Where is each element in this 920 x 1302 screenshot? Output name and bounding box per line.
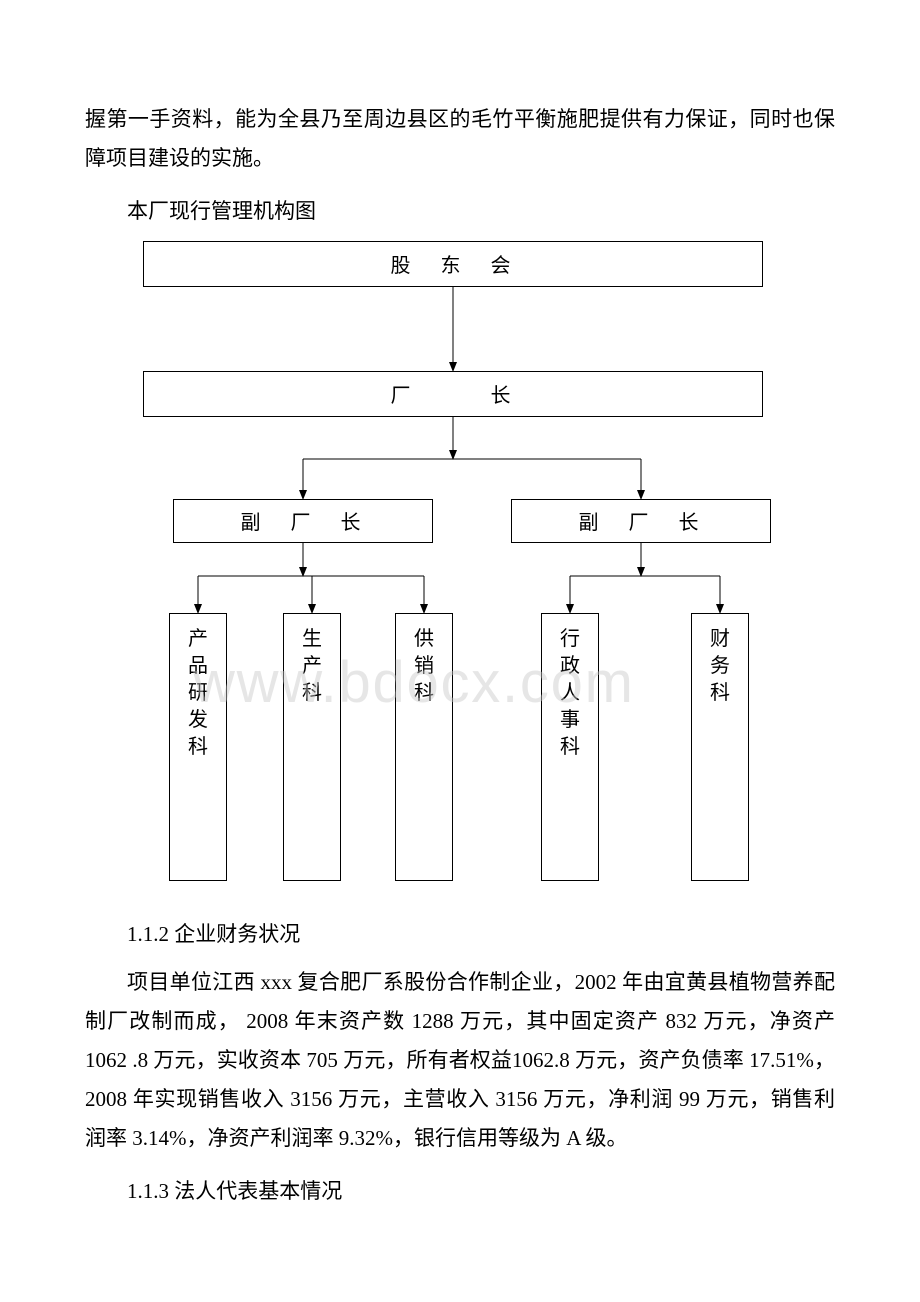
chart-title: 本厂现行管理机构图: [85, 192, 835, 231]
node-director: 厂 长: [143, 371, 763, 417]
node-admin-dept: 行政人事科: [541, 613, 599, 881]
node-sales-dept: 供销科: [395, 613, 453, 881]
section-112-body: 项目单位江西 xxx 复合肥厂系股份合作制企业，2002 年由宜黄县植物营养配制…: [85, 963, 835, 1157]
node-rd-dept: 产品研发科: [169, 613, 227, 881]
intro-paragraph: 握第一手资料，能为全县乃至周边县区的毛竹平衡施肥提供有力保证，同时也保障项目建设…: [85, 100, 835, 178]
node-shareholders: 股 东 会: [143, 241, 763, 287]
node-finance-dept: 财务科: [691, 613, 749, 881]
node-deputy-1: 副 厂 长: [173, 499, 433, 543]
section-113-title: 1.1.3 法人代表基本情况: [85, 1172, 835, 1211]
node-production-dept: 生产科: [283, 613, 341, 881]
org-chart: 股 东 会 厂 长 副 厂 长 副 厂 长 产品研发科 生产科 供销科 行政人事…: [133, 241, 813, 901]
node-deputy-2: 副 厂 长: [511, 499, 771, 543]
section-112-title: 1.1.2 企业财务状况: [85, 915, 835, 954]
